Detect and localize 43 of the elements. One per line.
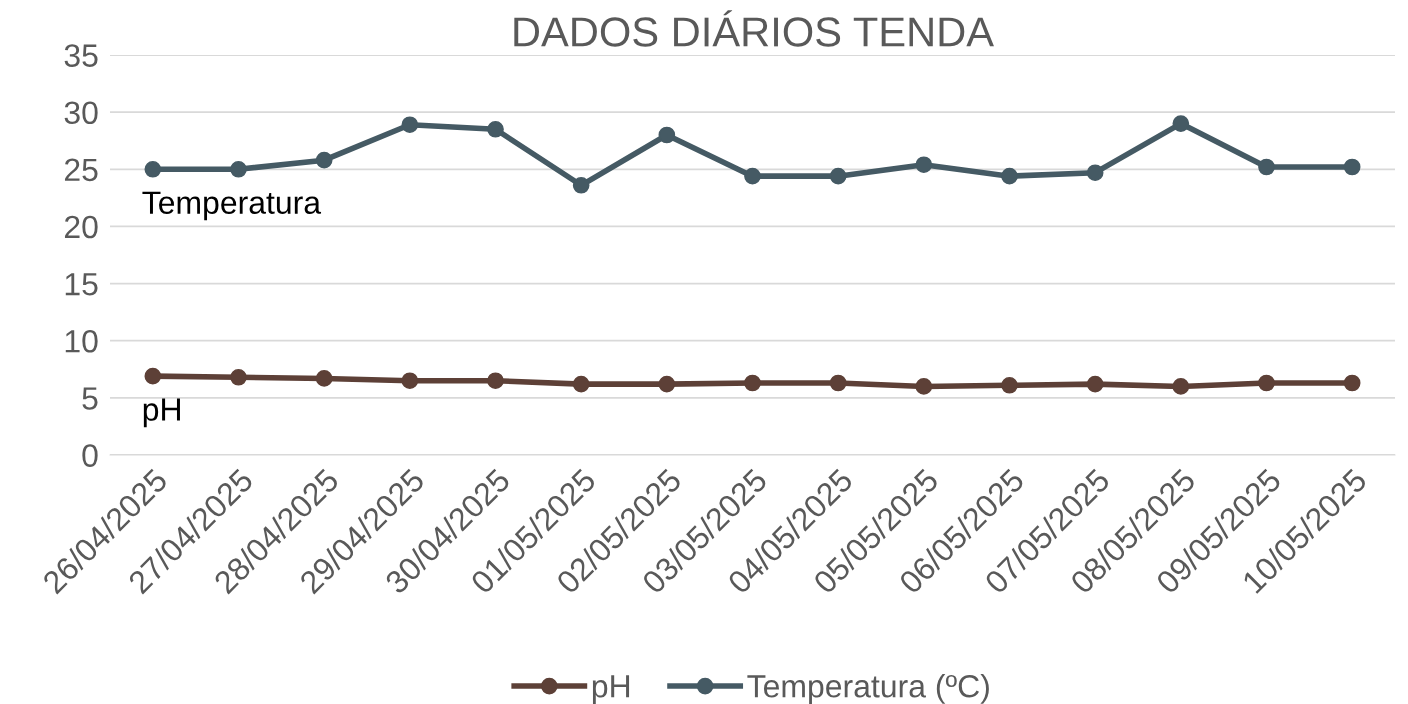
point xyxy=(1258,158,1275,176)
point xyxy=(487,372,504,390)
y-tick-label: 20 xyxy=(64,215,98,239)
point xyxy=(658,126,676,144)
legend-label: Temperatura (ºC) xyxy=(747,674,989,704)
point xyxy=(401,372,419,390)
point xyxy=(829,167,847,185)
point xyxy=(658,375,676,393)
point xyxy=(744,167,761,185)
point xyxy=(1086,164,1104,182)
point xyxy=(230,368,247,386)
y-tick-label: 5 xyxy=(82,387,98,410)
y-tick-label: 10 xyxy=(65,329,98,353)
point xyxy=(572,375,590,393)
y-tick-label: 25 xyxy=(64,158,98,182)
y-tick-label: 35 xyxy=(64,44,98,67)
point xyxy=(401,116,419,134)
point xyxy=(315,151,333,169)
y-tick-label: 0 xyxy=(82,444,98,467)
annotation: pH xyxy=(143,398,180,428)
point xyxy=(1258,374,1275,392)
y-tick-label: 15 xyxy=(65,273,98,296)
point xyxy=(144,367,162,385)
point xyxy=(1172,115,1190,132)
point xyxy=(915,156,933,174)
point xyxy=(915,378,933,395)
point xyxy=(744,374,761,392)
point xyxy=(572,176,590,194)
point xyxy=(487,120,504,138)
point xyxy=(230,160,247,178)
chart-title: DADOS DIÁRIOS TENDA xyxy=(514,10,994,47)
point xyxy=(315,370,333,387)
annotation: Temperatura xyxy=(142,191,322,221)
point xyxy=(1086,375,1104,393)
point xyxy=(829,374,847,392)
point xyxy=(1001,376,1018,394)
point xyxy=(1172,378,1190,395)
point xyxy=(144,160,162,178)
legend-label: pH xyxy=(592,675,630,704)
y-tick-label: 30 xyxy=(64,101,98,125)
point xyxy=(1343,158,1361,176)
point xyxy=(1001,167,1018,185)
point xyxy=(1343,374,1361,392)
